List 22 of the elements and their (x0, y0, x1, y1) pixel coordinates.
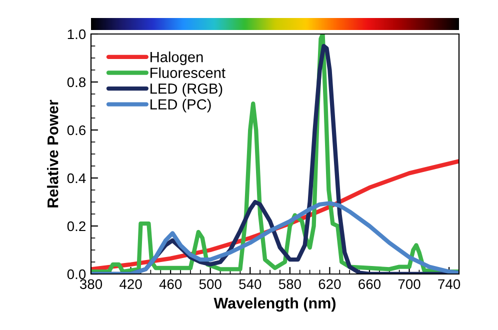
y-axis-title: Relative Power (47, 100, 58, 208)
x-tick-label: 500 (199, 279, 222, 290)
y-tick-label: 1.0 (68, 29, 86, 40)
x-tick-label: 460 (159, 279, 182, 290)
legend-label: Halogen (150, 52, 203, 66)
y-tick-label: 0.0 (67, 269, 86, 280)
y-tick-label: 0.4 (67, 173, 86, 184)
y-tick-label: 0.8 (67, 77, 86, 88)
x-tick-label: 700 (398, 279, 420, 290)
legend-label: LED (RGB) (150, 83, 222, 97)
x-tick-label: 620 (318, 279, 341, 290)
x-tick-label: 420 (120, 279, 142, 290)
x-tick-label: 580 (278, 279, 301, 290)
x-tick-label: 740 (438, 279, 460, 290)
y-tick-label: 0.6 (67, 125, 86, 136)
legend-label: LED (PC) (150, 98, 211, 112)
x-tick-label: 380 (80, 279, 102, 290)
x-tick-label: 540 (239, 279, 262, 290)
legend-label: Fluorescent (150, 67, 226, 78)
x-axis-title: Wavelength (nm) (214, 297, 336, 312)
x-tick-label: 660 (358, 279, 381, 290)
y-tick-label: 0.2 (67, 221, 86, 232)
